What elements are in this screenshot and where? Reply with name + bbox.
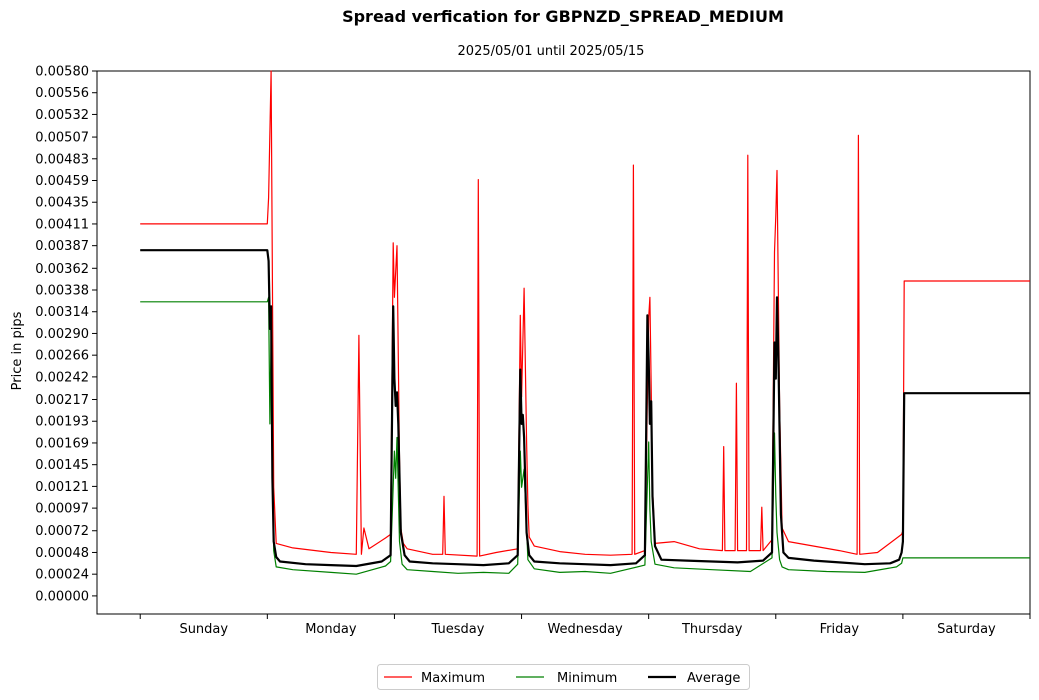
legend-frame (377, 664, 750, 690)
series-line-maximum (140, 70, 1030, 557)
chart-title: Spread verfication for GBPNZD_SPREAD_MED… (342, 7, 784, 26)
y-tick-label: 0.00217 (35, 393, 89, 408)
y-tick-label: 0.00411 (35, 217, 89, 232)
y-tick-label: 0.00266 (35, 349, 89, 364)
series-line-minimum (140, 296, 1030, 575)
y-axis-label: Price in pips (10, 311, 25, 390)
legend-label-maximum: Maximum (421, 671, 485, 686)
y-tick-label: 0.00483 (35, 152, 89, 167)
x-tick-label: Friday (820, 622, 860, 637)
y-tick-label: 0.00048 (35, 546, 89, 561)
y-tick-label: 0.00338 (35, 284, 89, 299)
y-tick-label: 0.00000 (35, 589, 89, 604)
x-tick-label: Tuesday (431, 622, 485, 637)
legend: Maximum Minimum Average (377, 664, 750, 690)
y-tick-label: 0.00532 (35, 108, 89, 123)
y-tick-label: 0.00121 (35, 480, 89, 495)
y-tick-label: 0.00556 (35, 86, 89, 101)
y-tick-label: 0.00387 (35, 239, 89, 254)
x-tick-label: Wednesday (547, 622, 623, 637)
y-tick-label: 0.00362 (35, 262, 89, 277)
y-tick-label: 0.00507 (35, 131, 89, 146)
y-tick-label: 0.00290 (35, 327, 89, 342)
x-tick-label: Monday (305, 622, 357, 637)
y-tick-label: 0.00435 (35, 196, 89, 211)
chart-subtitle: 2025/05/01 until 2025/05/15 (457, 44, 645, 59)
y-tick-label: 0.00314 (35, 305, 89, 320)
y-tick-label: 0.00072 (35, 524, 89, 539)
plot-frame (96, 70, 1031, 615)
plot-area (96, 70, 1031, 615)
x-tick-label: Sunday (179, 622, 228, 637)
y-tick-label: 0.00097 (35, 502, 89, 517)
y-tick-label: 0.00145 (35, 458, 89, 473)
y-tick-label: 0.00580 (35, 65, 89, 80)
y-tick-label: 0.00024 (35, 568, 89, 583)
series-layer (140, 70, 1030, 575)
y-tick-label: 0.00459 (35, 174, 89, 189)
axes-layer: 0.00000 0.00024 0.00048 0.00072 0.00097 0.001… (35, 65, 1031, 637)
legend-label-average: Average (687, 671, 740, 686)
y-tick-label: 0.00169 (35, 436, 89, 451)
series-line-average (140, 249, 1030, 568)
legend-label-minimum: Minimum (557, 671, 617, 686)
x-tick-label: Thursday (681, 622, 743, 637)
y-tick-label: 0.00242 (35, 370, 89, 385)
y-tick-label: 0.00193 (35, 415, 89, 430)
x-tick-label: Saturday (937, 622, 996, 637)
